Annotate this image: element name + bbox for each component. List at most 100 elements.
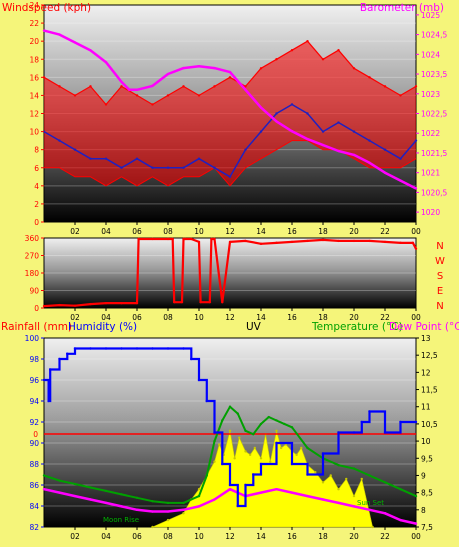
temperature-tick-label: 11: [421, 403, 431, 412]
barometer-point: [128, 88, 131, 92]
humidity-point: [337, 431, 340, 434]
wind-direction-point: [73, 304, 77, 307]
humidity-point: [383, 431, 387, 434]
wind-direction-point: [244, 239, 247, 243]
uv-point: [275, 429, 278, 432]
humidity-point: [414, 420, 418, 424]
dew-point-point: [414, 522, 418, 525]
barometer-point: [290, 130, 294, 133]
x-tick-label: 08: [163, 532, 173, 541]
temperature-point: [42, 474, 46, 477]
windspeed-gust-point: [414, 85, 418, 88]
windspeed-gust-point: [213, 85, 216, 88]
uv-point: [321, 481, 325, 484]
rainfall-tick-label: 0: [33, 430, 38, 439]
windspeed-gust-point: [73, 94, 77, 97]
uv-point: [269, 460, 272, 463]
windspeed-low-line: [44, 140, 417, 187]
windspeed-average-point: [306, 112, 309, 115]
uv-point: [329, 474, 332, 477]
barometer-point: [73, 41, 77, 44]
humidity-point: [104, 347, 108, 350]
uv-point: [295, 453, 298, 457]
humidity-point: [368, 410, 371, 413]
dew-point-point: [399, 518, 402, 522]
barometer-point: [352, 153, 356, 157]
uv-point: [166, 518, 170, 522]
windspeed-average-point: [58, 139, 61, 142]
x-tick-label: 22: [380, 227, 390, 236]
x-tick-label: 12: [225, 532, 235, 541]
windspeed-gust-point: [58, 85, 61, 88]
windspeed-average-point: [383, 148, 387, 151]
barometer-point: [383, 171, 387, 174]
x-tick-label: 20: [349, 227, 359, 236]
rainfall-axis-label: Rainfall (mm): [1, 321, 72, 333]
moon-rise-annotation: Moon Rise: [103, 516, 139, 524]
x-tick-label: 12: [225, 227, 235, 236]
barometer-tick-label: 1023,5: [421, 70, 447, 79]
windspeed-average-point: [290, 103, 294, 106]
compass-label: N: [436, 301, 443, 312]
windspeed-average-point: [197, 157, 201, 160]
temperature-point: [197, 494, 201, 498]
temperature-point: [306, 446, 309, 450]
windspeed-average-point: [244, 148, 247, 151]
humidity-tick-label: 90: [29, 439, 39, 448]
humidity-point: [306, 473, 309, 476]
barometer-point: [135, 88, 139, 92]
wind-direction-point: [190, 237, 193, 241]
uv-point: [197, 488, 201, 491]
windspeed-average-point: [321, 130, 325, 133]
uv-point: [314, 470, 317, 474]
x-tick-label: 02: [70, 227, 80, 236]
temperature-point: [368, 474, 371, 477]
temperature-tick-label: 11,5: [421, 386, 438, 395]
uv-point: [352, 494, 356, 498]
barometer-point: [151, 84, 154, 88]
windspeed-tick-label: 14: [29, 91, 39, 100]
x-tick-label: 08: [163, 227, 173, 236]
x-tick-label: 02: [70, 313, 80, 322]
windspeed-gust-point: [399, 94, 402, 97]
moon-set-annotation: Moon Set: [268, 516, 301, 524]
barometer-tick-label: 1023: [421, 90, 440, 99]
wind-direction-point: [183, 237, 187, 241]
x-tick-label: 10: [194, 532, 204, 541]
dew-point-point: [42, 488, 46, 491]
temperature-point: [383, 481, 387, 484]
direction-tick-label: 360: [25, 234, 40, 243]
windspeed-gust-point: [337, 49, 340, 52]
barometer-tick-label: 1025: [421, 11, 440, 20]
dew-point-point: [306, 494, 309, 498]
sun-set-annotation: Sun Set: [357, 499, 384, 507]
humidity-tick-label: 82: [29, 523, 39, 532]
wind-direction-point: [120, 301, 123, 305]
x-tick-label: 16: [287, 532, 297, 541]
barometer-tick-label: 1020: [421, 208, 440, 217]
dew-point-point: [135, 508, 139, 512]
barometer-point: [321, 143, 325, 147]
wind-direction-point: [259, 242, 263, 246]
temperature-point: [236, 412, 239, 415]
windspeed-gust-point: [166, 94, 170, 97]
humidity-tick-label: 96: [29, 376, 39, 385]
x-tick-label: 06: [132, 313, 142, 322]
windspeed-tick-label: 10: [29, 128, 39, 137]
humidity-point: [244, 483, 247, 487]
humidity-point: [205, 399, 208, 403]
uv-point: [217, 443, 221, 446]
humidity-point: [228, 483, 232, 487]
uv-point: [337, 488, 340, 491]
windspeed-gust-point: [228, 76, 232, 79]
wind-direction-point: [221, 300, 224, 304]
humidity-tick-label: 100: [25, 334, 40, 343]
windspeed-tick-label: 18: [29, 55, 39, 64]
dew-point-point: [383, 512, 387, 515]
x-tick-label: 08: [163, 313, 173, 322]
windspeed-gust-point: [104, 103, 108, 106]
wind-direction-point: [290, 240, 294, 244]
windspeed-tick-label: 24: [29, 1, 39, 10]
x-tick-label: 06: [132, 227, 142, 236]
